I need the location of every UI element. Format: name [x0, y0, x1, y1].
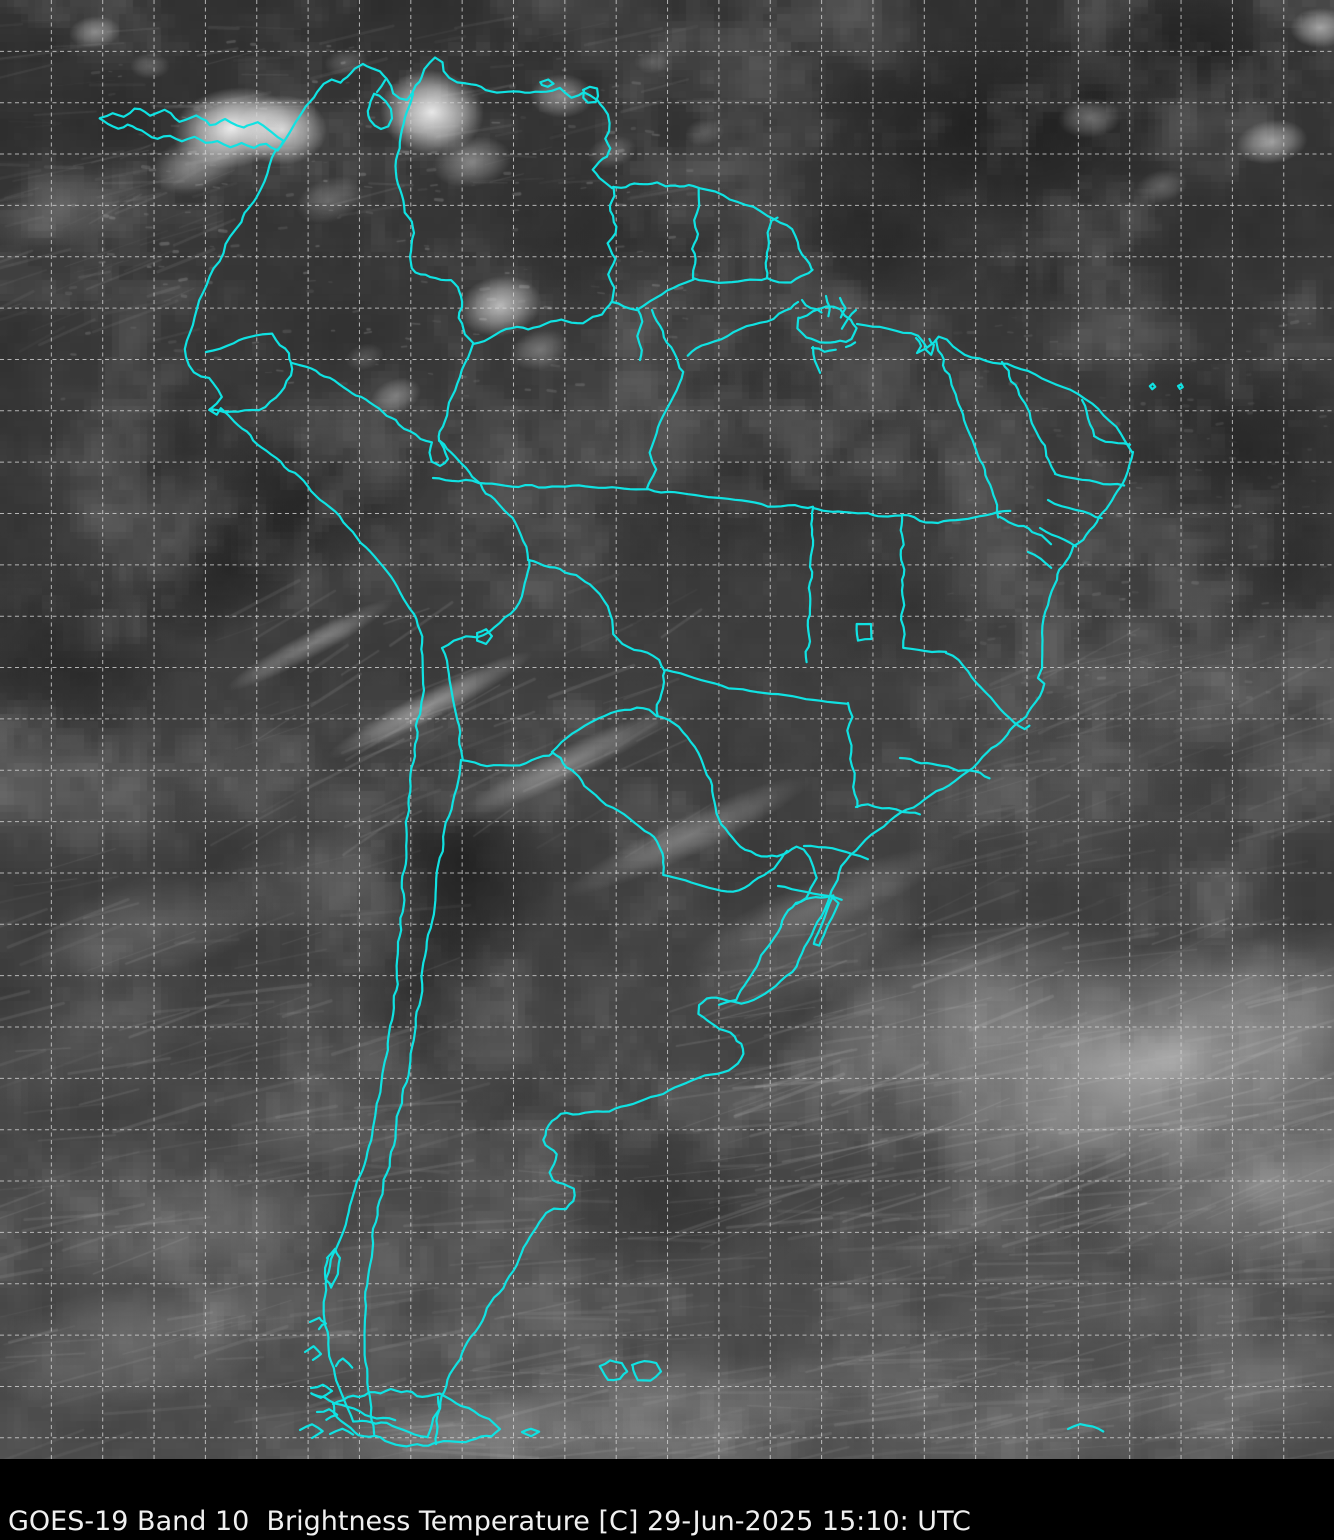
border-al-se-border	[1038, 526, 1078, 548]
border-mt-ms-border	[664, 668, 849, 705]
border-north-brazil-coast	[855, 322, 1134, 454]
border-gy-br-border	[610, 278, 695, 312]
border-delta-channel-1	[800, 298, 823, 314]
border-ve-br-border	[471, 300, 613, 346]
border-ar-uy-border	[717, 901, 798, 1006]
border-ma-pi-border	[934, 338, 1000, 519]
border-patos-lagoon	[812, 896, 840, 947]
country-borders	[98, 56, 1184, 1448]
border-py-ar-border	[550, 750, 788, 893]
border-uy-br-border	[794, 894, 835, 905]
border-ba-go-border	[902, 646, 948, 654]
border-falkland-east	[630, 1360, 663, 1382]
border-sr-fg-border	[764, 216, 779, 280]
border-pa-ma-border	[811, 506, 904, 518]
border-mg-sp-border	[898, 756, 991, 780]
border-ma-to-pi-line	[900, 509, 1012, 525]
border-fjord-7	[298, 1423, 324, 1440]
border-sr-br-border	[691, 276, 769, 284]
border-titicaca-lake	[475, 628, 493, 646]
border-south-georgia-arc	[1066, 1423, 1105, 1433]
border-noronha-dot-2	[1176, 383, 1184, 391]
border-tierra-del-fuego	[331, 1387, 501, 1448]
border-delta-channel-3	[838, 296, 847, 319]
border-pacific-coast	[183, 148, 426, 1423]
border-co-br-border	[437, 342, 475, 442]
border-rn-pb-border	[1092, 434, 1132, 446]
border-fjord-6	[334, 1357, 354, 1369]
border-trinidad-island	[581, 85, 600, 104]
border-ve-co-border	[394, 92, 475, 345]
border-gy-sr-border	[691, 187, 701, 280]
border-co-pe-border	[290, 361, 450, 467]
border-roraima-line	[635, 306, 644, 362]
border-delta-channel-6	[844, 341, 857, 349]
border-pe-bo-border	[440, 559, 531, 650]
border-pi-ce-border	[1000, 360, 1057, 475]
border-magellan-strait	[352, 1419, 429, 1439]
border-co-ec-border	[204, 332, 293, 365]
caption-text: GOES-19 Band 10 Brightness Temperature […	[8, 1506, 971, 1537]
border-sc-rs-border	[776, 884, 843, 901]
border-bo-br-border	[526, 558, 666, 718]
border-noronha-dot-1	[1148, 382, 1157, 391]
border-am-diagonal-border	[645, 308, 685, 490]
border-margarita-island	[539, 78, 555, 88]
border-maracaibo-neck	[375, 79, 387, 94]
border-to-column-border	[899, 513, 906, 649]
border-delta-channel-4	[840, 308, 858, 330]
border-ce-rn-border	[1080, 398, 1096, 437]
border-sao-luis-bay	[914, 336, 935, 356]
border-guianas-coast	[611, 181, 813, 271]
border-py-br-border	[655, 714, 790, 858]
border-cl-bo-border	[440, 646, 464, 761]
border-santa-ines-island	[310, 1392, 397, 1422]
border-caribbean-coast	[275, 56, 614, 190]
border-am-horizontal-east	[646, 487, 815, 510]
latlon-grid	[0, 0, 1334, 1459]
border-fjord-8	[328, 1427, 355, 1436]
border-ve-gy-border	[606, 185, 618, 304]
border-panama-isthmus	[98, 107, 285, 152]
border-fjord-4	[315, 1408, 339, 1421]
border-am-horizontal-west	[431, 476, 650, 491]
border-pr-sc-border	[802, 844, 869, 861]
border-se-ba-border	[1026, 550, 1053, 569]
border-df-box	[855, 622, 873, 642]
border-pa-west-border	[804, 506, 815, 664]
border-delta-channel-2	[824, 294, 831, 318]
border-ec-pe-border	[208, 361, 294, 414]
border-sp-pr-border	[854, 803, 921, 816]
border-pe-al-border	[1046, 498, 1103, 520]
border-fjord-2	[303, 1345, 323, 1361]
map-overlay	[0, 0, 1334, 1459]
border-ar-br-border	[786, 845, 818, 905]
border-belem-channel	[811, 345, 822, 374]
border-ba-mg-border	[944, 651, 1031, 731]
border-chiloe-island	[323, 1247, 341, 1289]
border-fg-br-border	[765, 268, 814, 284]
border-pb-pe-border	[1053, 472, 1126, 487]
border-east-coast	[426, 450, 1135, 1439]
border-pe-br-border	[438, 439, 530, 562]
border-ba-north-border	[998, 515, 1053, 546]
border-cl-ar-border	[363, 758, 463, 1436]
border-bo-py-border	[550, 706, 658, 754]
border-amazon-river-line	[686, 300, 800, 357]
border-delta-channel-5	[810, 346, 837, 353]
border-tdf-cl-ar-border	[434, 1395, 441, 1446]
border-falkland-west	[598, 1359, 629, 1382]
border-fjord-1	[308, 1316, 328, 1331]
border-isla-estados	[520, 1427, 541, 1438]
border-marajo-island	[796, 305, 858, 344]
caption-bar: GOES-19 Band 10 Brightness Temperature […	[0, 1459, 1334, 1540]
satellite-cloud-image	[0, 0, 1334, 1459]
border-bo-ar-border	[459, 751, 554, 768]
border-ms-sp-border	[846, 701, 859, 809]
border-maracaibo-lake	[366, 92, 394, 131]
